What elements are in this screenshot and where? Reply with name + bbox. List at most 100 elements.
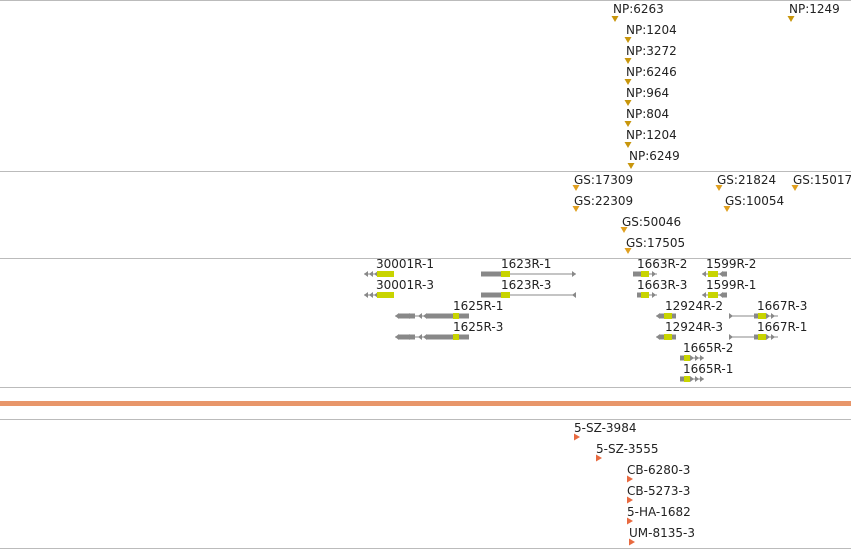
exon-block[interactable]: [754, 334, 758, 340]
highlighted-exon[interactable]: [664, 334, 672, 340]
gene-label: 1665R-2: [683, 341, 733, 355]
np-marker[interactable]: [624, 121, 632, 127]
highlighted-exon[interactable]: [708, 292, 718, 298]
highlighted-exon[interactable]: [377, 292, 394, 298]
strand-arrow: [369, 292, 373, 298]
highlighted-exon[interactable]: [453, 313, 459, 319]
gene-label: 1663R-2: [637, 257, 687, 271]
strand-arrow: [572, 292, 576, 298]
highlighted-exon[interactable]: [684, 355, 690, 361]
exon-block[interactable]: [660, 334, 664, 340]
gs-feature-label: GS:21824: [717, 173, 776, 187]
highlighted-exon[interactable]: [758, 313, 766, 319]
feature-marker[interactable]: [627, 517, 633, 525]
strand-arrow: [690, 355, 694, 361]
highlighted-exon[interactable]: [641, 271, 649, 277]
np-feature-label: NP:3272: [626, 44, 677, 58]
gene-label: 1663R-3: [637, 278, 687, 292]
strand-arrow: [656, 313, 660, 319]
strand-arrow: [364, 271, 368, 277]
exon-block[interactable]: [637, 292, 641, 298]
highlighted-exon[interactable]: [641, 292, 649, 298]
exon-block[interactable]: [672, 313, 676, 319]
feature-label: 5-SZ-3984: [574, 421, 636, 435]
highlighted-exon[interactable]: [708, 271, 718, 277]
np-marker[interactable]: [624, 142, 632, 148]
gene-label: 30001R-3: [376, 278, 434, 292]
highlighted-exon[interactable]: [758, 334, 766, 340]
feature-marker[interactable]: [629, 538, 635, 546]
np-feature-label: NP:6246: [626, 65, 677, 79]
feature-label: UM-8135-3: [629, 526, 695, 540]
gs-marker[interactable]: [791, 185, 799, 191]
exon-block[interactable]: [459, 334, 469, 340]
strand-arrow: [719, 292, 723, 298]
strand-arrow: [423, 313, 427, 319]
exon-block[interactable]: [680, 355, 684, 361]
feature-marker[interactable]: [627, 475, 633, 483]
strand-arrow: [423, 334, 427, 340]
highlighted-exon[interactable]: [453, 334, 459, 340]
highlighted-exon[interactable]: [501, 292, 510, 298]
np-marker[interactable]: [627, 163, 635, 169]
gs-marker[interactable]: [624, 248, 632, 254]
highlighted-exon[interactable]: [377, 271, 394, 277]
exon-block[interactable]: [680, 376, 684, 382]
np-marker[interactable]: [611, 16, 619, 22]
gene-label: 1599R-1: [706, 278, 756, 292]
strand-arrow: [700, 376, 704, 382]
strand-arrow: [369, 271, 373, 277]
exon-block[interactable]: [633, 271, 641, 277]
highlighted-exon[interactable]: [501, 271, 510, 277]
gs-marker[interactable]: [723, 206, 731, 212]
strand-arrow: [771, 313, 775, 319]
exon-block[interactable]: [660, 313, 664, 319]
np-feature-label: NP:1249: [789, 2, 840, 16]
strand-arrow: [395, 334, 399, 340]
np-marker[interactable]: [787, 16, 795, 22]
gene-label: 1625R-3: [453, 320, 503, 334]
np-feature-label: NP:1204: [626, 23, 677, 37]
gs-marker[interactable]: [572, 185, 580, 191]
feature-marker[interactable]: [596, 454, 602, 462]
highlighted-exon[interactable]: [664, 313, 672, 319]
gs-marker[interactable]: [572, 206, 580, 212]
strand-arrow: [652, 271, 656, 277]
gene-label: 1623R-3: [501, 278, 551, 292]
np-feature-label: NP:964: [626, 86, 669, 100]
exon-block[interactable]: [722, 271, 727, 277]
exon-block[interactable]: [672, 334, 676, 340]
feature-label: 5-SZ-3555: [596, 442, 658, 456]
gs-feature-label: GS:15017: [793, 173, 851, 187]
strand-arrow: [771, 334, 775, 340]
exon-block[interactable]: [427, 313, 453, 319]
gs-feature-label: GS:17505: [626, 236, 685, 250]
strand-arrow: [418, 334, 422, 340]
np-feature-label: NP:804: [626, 107, 669, 121]
np-marker[interactable]: [624, 58, 632, 64]
strand-arrow: [406, 313, 410, 319]
exon-block[interactable]: [754, 313, 758, 319]
selection-band: [0, 401, 851, 406]
strand-arrow: [656, 334, 660, 340]
exon-block[interactable]: [722, 292, 727, 298]
exon-block[interactable]: [459, 313, 469, 319]
np-marker[interactable]: [624, 37, 632, 43]
gene-label: 1623R-1: [501, 257, 551, 271]
np-feature-label: NP:1204: [626, 128, 677, 142]
highlighted-exon[interactable]: [684, 376, 690, 382]
exon-block[interactable]: [427, 334, 453, 340]
exon-block[interactable]: [481, 271, 501, 277]
gs-marker[interactable]: [620, 227, 628, 233]
exon-block[interactable]: [481, 292, 501, 298]
feature-marker[interactable]: [627, 496, 633, 504]
feature-marker[interactable]: [574, 433, 580, 441]
np-marker[interactable]: [624, 79, 632, 85]
np-marker[interactable]: [624, 100, 632, 106]
strand-arrow: [695, 376, 699, 382]
strand-arrow: [418, 313, 422, 319]
gs-marker[interactable]: [715, 185, 723, 191]
gene-label: 1599R-2: [706, 257, 756, 271]
strand-arrow: [395, 313, 399, 319]
